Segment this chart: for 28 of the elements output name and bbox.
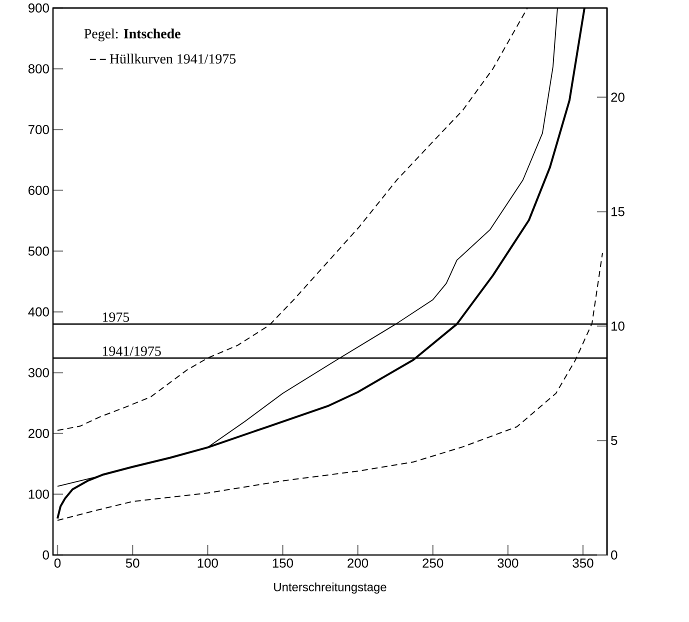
x-tick-label: 50 bbox=[126, 558, 140, 568]
annotation: 1975 bbox=[102, 312, 130, 322]
y2-tick-label: 15 bbox=[612, 207, 624, 216]
y-tick-label: 700 bbox=[28, 124, 49, 134]
y-tick-label: 600 bbox=[28, 186, 49, 195]
x-tick-label: 150 bbox=[272, 558, 294, 568]
y-tick-label: 0 bbox=[42, 550, 49, 560]
y-tick-label: 300 bbox=[28, 368, 49, 378]
x-tick-label: 350 bbox=[572, 558, 594, 568]
y2-tick-label: 10 bbox=[612, 322, 624, 331]
annotation: 1941/1975 bbox=[102, 346, 161, 356]
y-tick-label: 100 bbox=[28, 490, 49, 499]
y2-tick-label: 5 bbox=[611, 436, 618, 446]
x-axis-title: Unterschreitungstage bbox=[274, 582, 386, 594]
x-tick-label: 0 bbox=[54, 558, 61, 568]
legend-label: Hüllkurven 1941/1975 bbox=[110, 54, 236, 64]
y2-tick-label: 0 bbox=[611, 550, 618, 560]
y-tick-label: 400 bbox=[28, 307, 49, 316]
x-tick-label: 200 bbox=[348, 558, 368, 568]
x-tick-label: 250 bbox=[422, 558, 444, 568]
x-tick-label: 100 bbox=[198, 558, 218, 568]
y2-tick-label: 20 bbox=[611, 92, 624, 102]
legend-title: Pegel: Intschede bbox=[84, 28, 180, 42]
y-tick-label: 800 bbox=[28, 64, 49, 74]
x-tick-label: 300 bbox=[498, 558, 518, 568]
y-tick-label: 500 bbox=[28, 246, 49, 256]
y-tick-label: 900 bbox=[28, 3, 49, 13]
y-tick-label: 200 bbox=[28, 428, 49, 438]
